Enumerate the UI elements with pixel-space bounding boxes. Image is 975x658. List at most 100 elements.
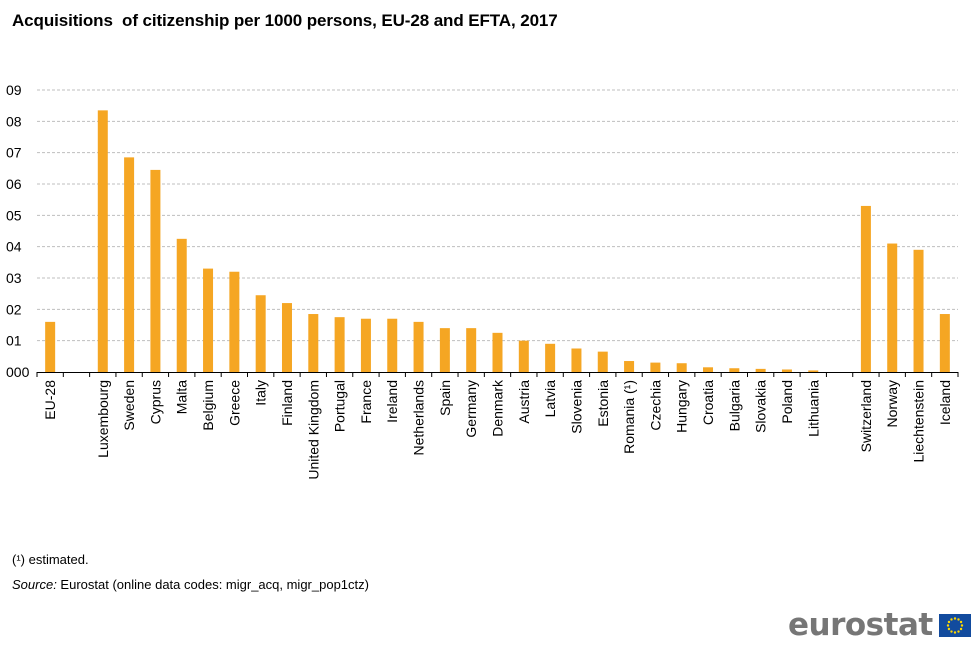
- bar: [334, 317, 345, 372]
- x-tick-label: Germany: [463, 380, 479, 438]
- y-tick-label: 04: [6, 239, 22, 255]
- flag-star: [947, 627, 950, 630]
- x-tick-label: Bulgaria: [726, 380, 742, 432]
- bar: [97, 110, 108, 372]
- y-tick-label: 06: [6, 176, 22, 192]
- bar: [545, 343, 556, 372]
- y-tick-label: 01: [6, 333, 22, 349]
- flag-star: [957, 617, 960, 621]
- bar: [860, 205, 871, 372]
- x-tick-label: Slovakia: [753, 380, 769, 433]
- y-tick-label: 08: [6, 113, 22, 129]
- bar: [203, 268, 214, 372]
- bar: [281, 303, 292, 372]
- x-tick-label: Spain: [437, 380, 453, 416]
- bar: [729, 368, 740, 372]
- y-tick-label: 03: [6, 270, 22, 286]
- bar: [913, 249, 924, 372]
- source-label: Source:: [12, 577, 57, 592]
- x-tick-label: Luxembourg: [95, 380, 111, 458]
- bar: [781, 369, 792, 372]
- x-tick-label: Belgium: [200, 380, 216, 431]
- flag-star: [953, 630, 956, 634]
- bar: [150, 169, 161, 372]
- bar: [124, 157, 135, 372]
- x-tick-label: Estonia: [595, 380, 611, 427]
- eu-flag-icon: [938, 613, 971, 637]
- x-tick-label: Iceland: [937, 380, 953, 425]
- bar: [808, 370, 819, 372]
- bar: [492, 332, 503, 372]
- x-tick-label: Finland: [279, 380, 295, 426]
- bar: [308, 314, 319, 372]
- x-tick-label: Ireland: [384, 380, 400, 423]
- flag-star: [960, 623, 963, 627]
- bar: [939, 314, 950, 372]
- x-tick-label: Greece: [226, 380, 242, 426]
- flag-star: [953, 616, 956, 620]
- bar: [518, 340, 529, 372]
- bar: [387, 318, 398, 372]
- footnote: (¹) estimated.: [12, 552, 89, 567]
- source-note: Source: Eurostat (online data codes: mig…: [12, 577, 369, 592]
- x-tick-label: Austria: [516, 380, 532, 424]
- eurostat-logo: eurostat: [788, 609, 971, 641]
- source-text: Eurostat (online data codes: migr_acq, m…: [56, 577, 369, 592]
- x-tick-label: Czechia: [647, 380, 663, 431]
- y-tick-label: 05: [6, 207, 22, 223]
- bar: [676, 363, 687, 372]
- tick-labels: 000 01 02 03 04 05 06 07 08 09 EU-28 Luxembourg Swed…: [6, 82, 953, 480]
- bar: [176, 238, 187, 372]
- x-tick-label: Netherlands: [411, 380, 427, 456]
- bars: [45, 110, 950, 372]
- bar: [650, 362, 661, 372]
- x-tick-label: Norway: [884, 380, 900, 427]
- y-tick-label: 07: [6, 145, 22, 161]
- bar: [45, 321, 56, 372]
- x-tick-label: Cyprus: [147, 380, 163, 424]
- bar: [703, 367, 714, 372]
- x-tick-label: Croatia: [700, 380, 716, 425]
- x-tick-label: Poland: [779, 380, 795, 424]
- x-tick-label: EU-28: [42, 380, 58, 420]
- bar: [229, 271, 240, 372]
- bar: [755, 368, 766, 372]
- bar: [466, 328, 477, 372]
- flag-star: [959, 627, 962, 630]
- x-tick-label: Italy: [253, 380, 269, 406]
- flag-star: [947, 620, 950, 623]
- bar: [360, 318, 371, 372]
- flag-star: [946, 623, 949, 627]
- x-tick-label: Switzerland: [858, 380, 874, 452]
- bar: [255, 295, 266, 372]
- flag-star: [959, 620, 962, 623]
- chart-title: Acquisitions of citizenship per 1000 per…: [12, 11, 558, 30]
- x-tick-label: Denmark: [490, 379, 506, 437]
- y-tick-label: 000: [6, 364, 30, 380]
- gridlines: [37, 89, 958, 342]
- y-tick-label: 09: [6, 82, 22, 98]
- logo-text: eurostat: [788, 607, 933, 643]
- flag-star: [950, 629, 953, 633]
- x-tick-label: France: [358, 380, 374, 424]
- x-tick-label: Lithuania: [805, 380, 821, 437]
- flag-star: [950, 617, 953, 621]
- x-tick-label: United Kingdom: [305, 380, 321, 480]
- bar: [439, 328, 450, 372]
- bar-chart: 000 01 02 03 04 05 06 07 08 09 EU-28 Luxembourg Swed…: [6, 82, 959, 480]
- bar: [624, 361, 635, 372]
- x-tick-label: Romania (¹): [621, 380, 637, 454]
- x-tick-label: Hungary: [674, 380, 690, 433]
- x-tick-label: Slovenia: [568, 380, 584, 434]
- x-tick-label: Latvia: [542, 380, 558, 418]
- y-tick-label: 02: [6, 301, 22, 317]
- flag-star: [957, 629, 960, 633]
- x-tick-label: Liechtenstein: [911, 380, 927, 463]
- x-tick-label: Sweden: [121, 380, 137, 431]
- x-tick-label: Portugal: [332, 380, 348, 432]
- axes: [36, 372, 959, 377]
- bar: [571, 348, 582, 372]
- x-tick-label: Malta: [174, 380, 190, 414]
- bar: [887, 243, 898, 372]
- bar: [413, 321, 424, 372]
